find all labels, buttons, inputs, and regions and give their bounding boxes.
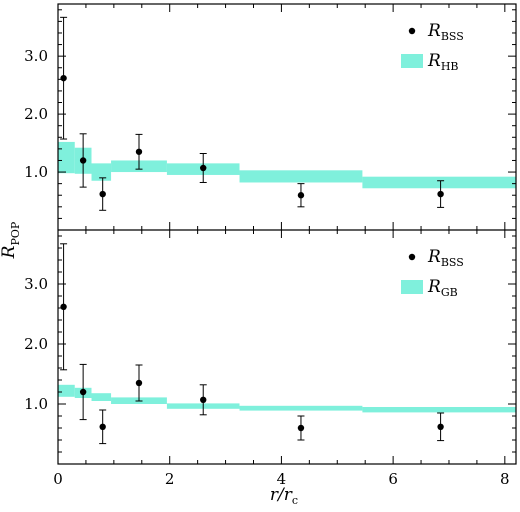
band-bin — [362, 176, 516, 189]
data-point — [297, 424, 305, 432]
x-tick-label: 0 — [53, 470, 63, 488]
y-tick-label: 2.0 — [24, 335, 48, 353]
x-tick-label: 4 — [277, 470, 287, 488]
top-panel: 1.0 2.0 3.0 RBSS RHB — [24, 4, 516, 230]
legend-entry: RBSS — [408, 247, 464, 269]
y-tick-label: 3.0 — [24, 47, 48, 65]
legend-point-marker — [408, 253, 416, 261]
legend-label: RHB — [427, 51, 459, 73]
data-point — [79, 157, 87, 164]
legend-band-swatch — [401, 54, 423, 68]
x-axis-label: r/rc — [270, 485, 298, 507]
bottom-panel: 1.0 2.0 3.0 0 2 4 6 8 RBSS RGB — [24, 230, 516, 488]
data-point — [437, 190, 444, 198]
legend-label: RBSS — [427, 247, 464, 269]
band-bin — [91, 393, 112, 401]
data-point — [135, 148, 143, 155]
legend-point-marker — [408, 27, 416, 35]
legend: RBSS RGB — [401, 247, 464, 299]
data-point — [79, 388, 87, 396]
x-tick-label: 2 — [165, 470, 175, 488]
data-point — [200, 164, 207, 172]
x-tick-label: 8 — [500, 470, 510, 488]
axis-labels: RPOP r/rc — [0, 221, 298, 507]
band-bin — [239, 405, 363, 411]
y-tick-label: 1.0 — [24, 163, 48, 181]
legend-band-swatch — [401, 280, 423, 294]
band-bin — [91, 163, 112, 181]
legend-entry: RHB — [401, 51, 459, 73]
data-point — [99, 190, 106, 198]
y-tick-label: 3.0 — [24, 275, 48, 293]
band-bin — [239, 170, 363, 183]
legend-label: RBSS — [427, 21, 464, 43]
band-bin — [58, 141, 75, 174]
data-point — [60, 303, 67, 310]
y-axis-label: RPOP — [0, 221, 22, 259]
y-tick-label: 1.0 — [24, 395, 48, 413]
axes-frame — [57, 3, 517, 465]
legend-entry: RBSS — [408, 21, 464, 43]
data-point — [135, 379, 143, 387]
band-bin — [58, 384, 75, 397]
data-point — [99, 423, 106, 430]
data-point — [437, 423, 444, 430]
y-tick-label: 2.0 — [24, 105, 48, 123]
data-point — [297, 192, 305, 199]
legend-entry: RGB — [401, 277, 458, 299]
legend-label: RGB — [427, 277, 458, 299]
band-bin — [362, 407, 516, 413]
legend: RBSS RHB — [401, 21, 464, 73]
x-tick-label: 6 — [388, 470, 398, 488]
data-point — [200, 396, 207, 403]
data-point — [60, 74, 67, 82]
